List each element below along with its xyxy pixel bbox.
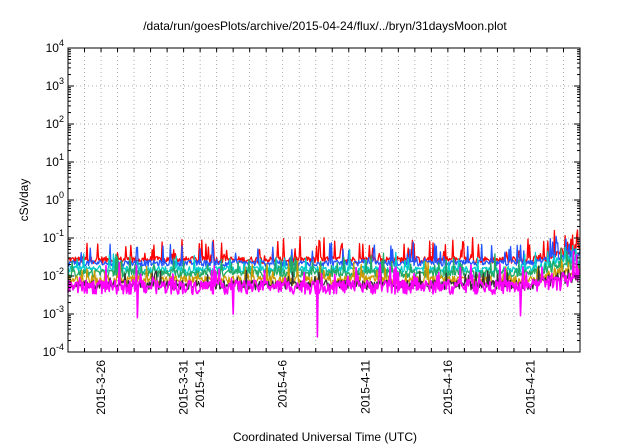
- x-tick-label: 2015-3-26: [94, 360, 108, 415]
- axis-ticks: [68, 47, 580, 353]
- y-tick-label: 10-2: [43, 266, 64, 283]
- y-tick-label: 101: [46, 152, 64, 169]
- x-axis-label: Coordinated Universal Time (UTC): [233, 430, 417, 444]
- x-tick-label: 2015-4-11: [358, 360, 372, 414]
- x-tick-labels: 2015-3-26 2015-3-31 2015-4-1 2015-4-6 2015-4…: [94, 360, 537, 415]
- series-layer: [67, 229, 581, 338]
- x-tick-label: 2015-3-31: [177, 360, 191, 415]
- series-line: [67, 265, 581, 291]
- y-tick-label: 100: [46, 190, 64, 207]
- y-tick-labels: 10-4 10-3 10-2 10-1 100 101 102 103 104: [43, 38, 64, 359]
- x-tick-label: 2015-4-21: [523, 360, 537, 415]
- x-tick-label: 2015-4-16: [441, 360, 455, 415]
- x-tick-label: 2015-4-1: [193, 360, 207, 408]
- y-tick-label: 102: [46, 114, 64, 131]
- series-line: [67, 250, 581, 338]
- series-line: [67, 229, 581, 264]
- chart-title: /data/run/goesPlots/archive/2015-04-24/f…: [143, 19, 507, 33]
- series-line: [67, 247, 581, 279]
- y-tick-label: 104: [46, 38, 64, 55]
- y-tick-label: 10-1: [43, 228, 64, 245]
- y-tick-label: 10-3: [43, 304, 64, 321]
- y-tick-label: 103: [46, 76, 64, 93]
- y-axis-label: cSv/day: [17, 179, 31, 222]
- x-tick-label: 2015-4-6: [276, 360, 290, 408]
- y-tick-label: 10-4: [43, 342, 64, 359]
- grid-lines: [68, 47, 580, 353]
